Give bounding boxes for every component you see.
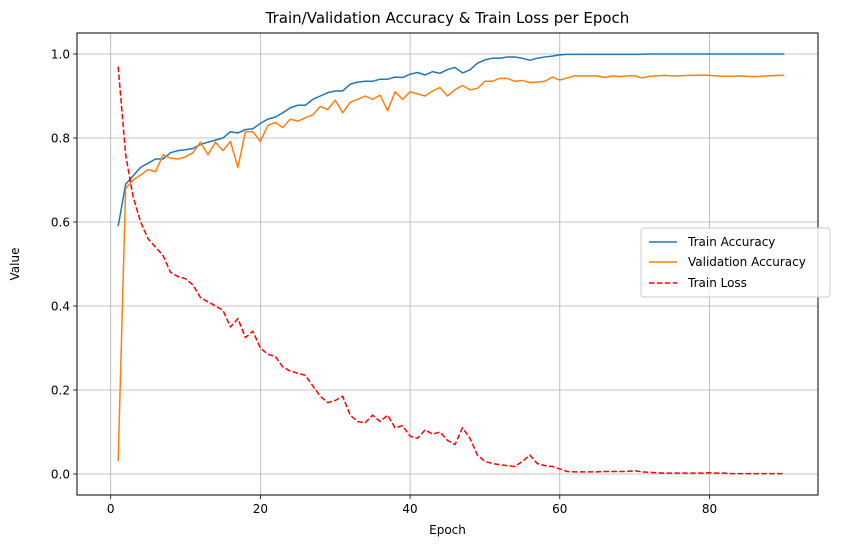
y-tick-label: 0.4 (51, 300, 70, 314)
series-line-validation-accuracy (117, 74, 785, 462)
legend: Train Accuracy Validation Accuracy Train… (640, 227, 831, 298)
x-axis-label: Epoch (429, 523, 466, 537)
y-tick-label: 0.0 (51, 468, 70, 482)
series-line-train-accuracy (117, 53, 785, 227)
y-axis: 0.0 0.2 0.4 0.6 0.8 1.0 (51, 48, 77, 482)
x-tick-label: 20 (253, 502, 268, 516)
x-tick-label: 40 (402, 502, 417, 516)
legend-label-train-loss: Train Loss (687, 276, 747, 290)
x-tick-label: 0 (107, 502, 115, 516)
legend-label-validation-accuracy: Validation Accuracy (688, 255, 806, 269)
y-tick-label: 0.6 (51, 216, 70, 230)
legend-label-train-accuracy: Train Accuracy (687, 235, 775, 249)
y-tick-label: 0.2 (51, 384, 70, 398)
x-tick-label: 80 (702, 502, 717, 516)
y-tick-label: 0.8 (51, 132, 70, 146)
series-group (117, 53, 785, 475)
x-tick-label: 60 (552, 502, 567, 516)
x-axis: 0 20 40 60 80 (107, 495, 717, 516)
chart-title: Train/Validation Accuracy & Train Loss p… (265, 9, 630, 27)
legend-box (640, 227, 831, 298)
y-tick-label: 1.0 (51, 48, 70, 62)
y-axis-label: Value (8, 248, 22, 281)
